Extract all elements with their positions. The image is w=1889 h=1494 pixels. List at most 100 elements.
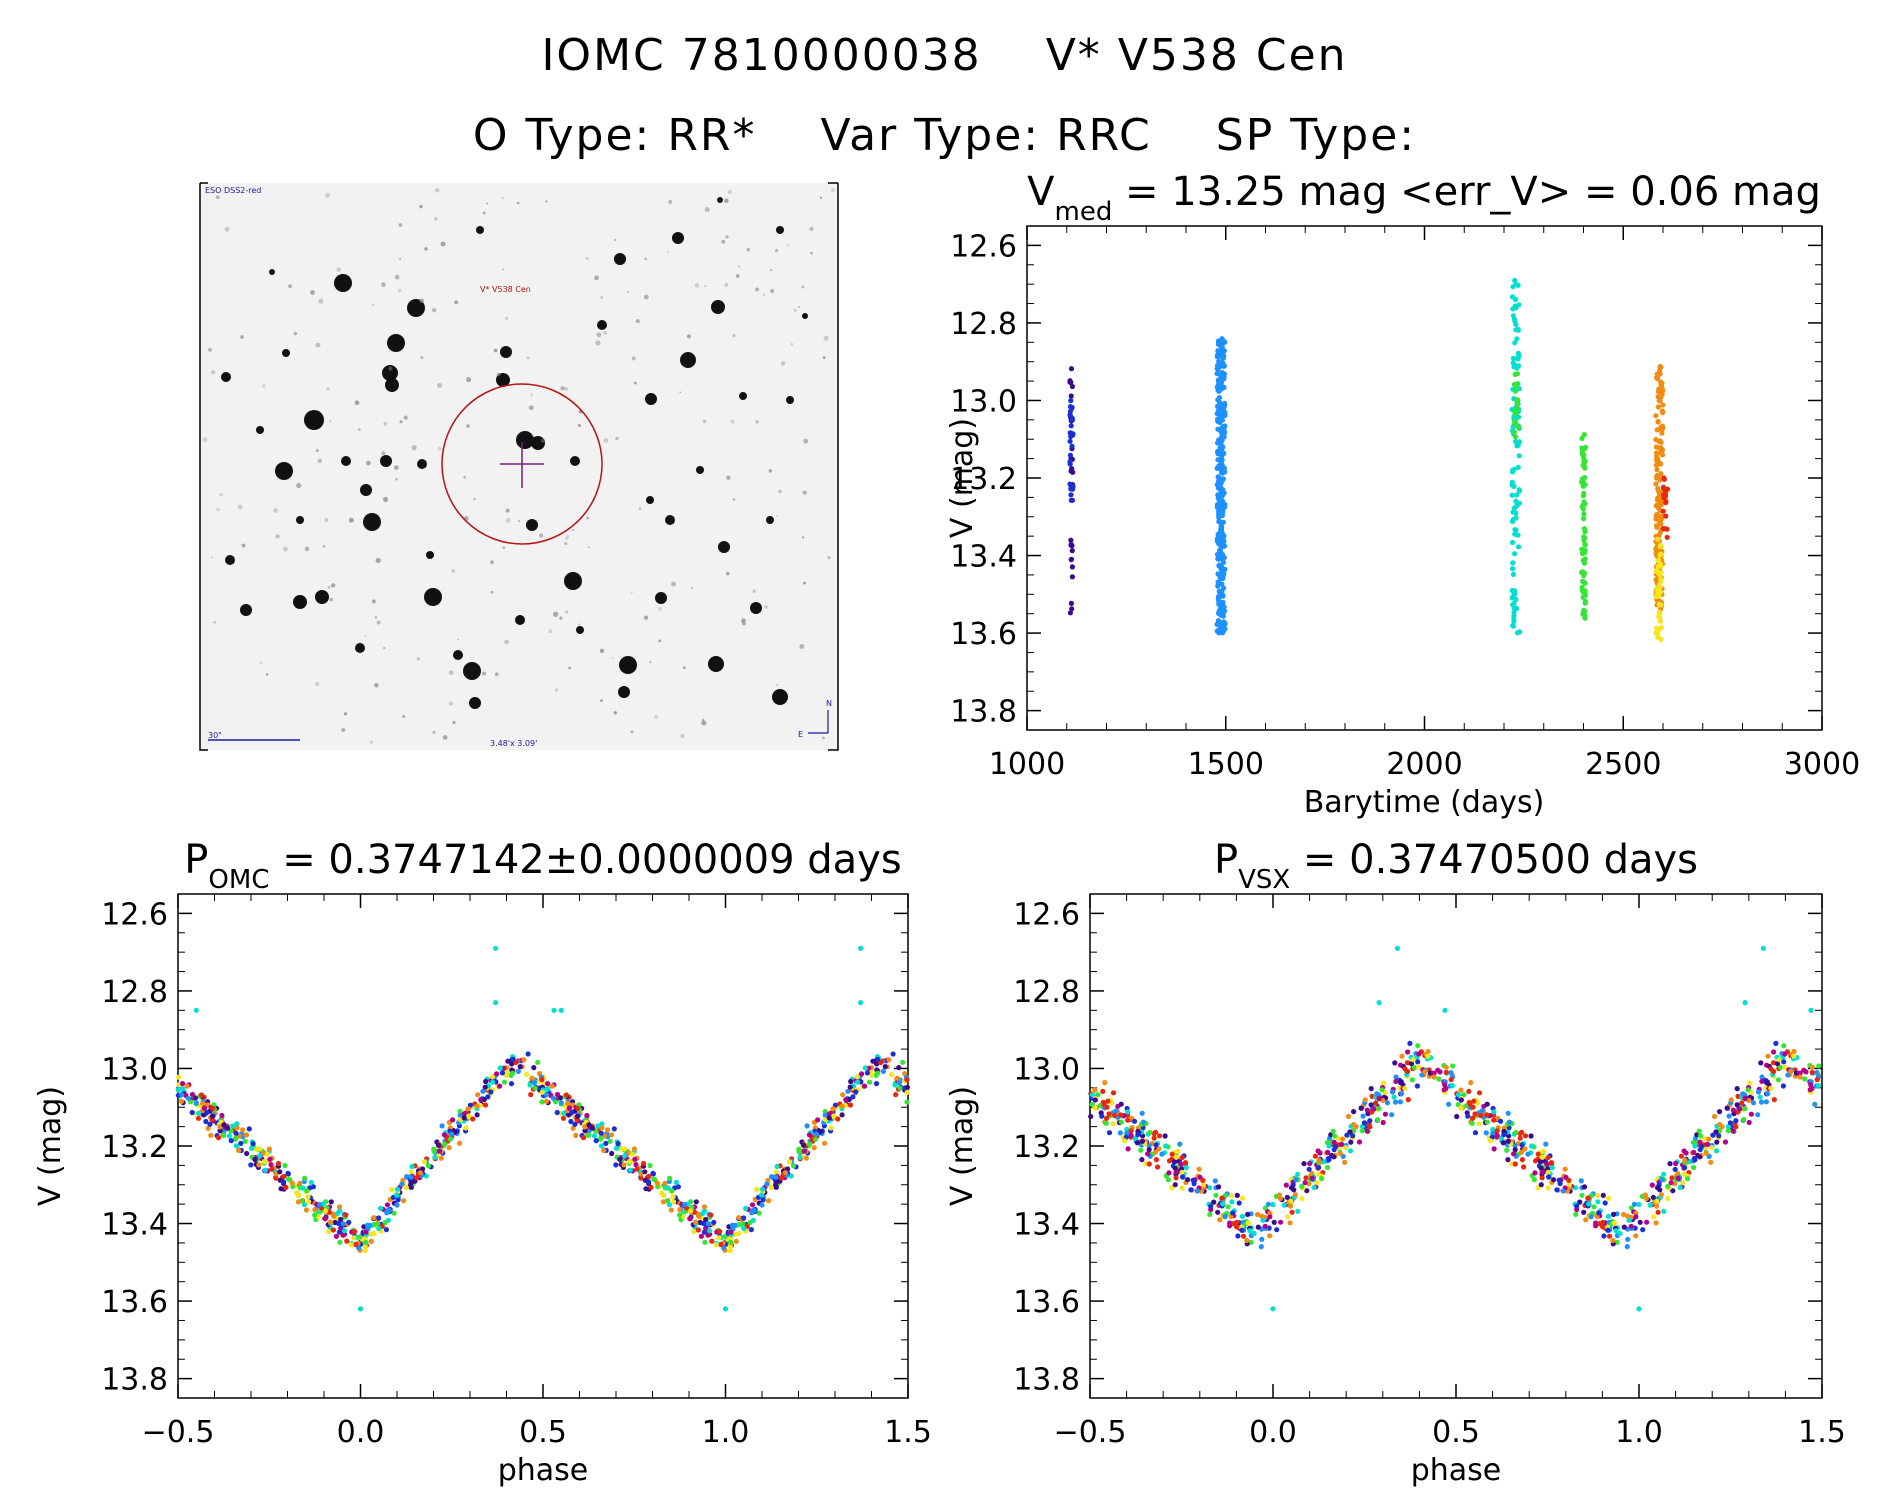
data-point (1519, 1142, 1525, 1148)
data-point (281, 1179, 287, 1185)
data-point (1483, 1130, 1489, 1136)
data-point (904, 1099, 910, 1105)
outlier-point (1760, 945, 1766, 951)
data-point (1219, 372, 1225, 378)
outlier-point (1808, 1007, 1814, 1013)
data-point (1595, 1199, 1601, 1205)
data-point (634, 1166, 640, 1172)
data-point (1601, 1233, 1607, 1239)
data-point (693, 1199, 699, 1205)
data-point (362, 1248, 368, 1254)
data-point (1069, 466, 1075, 472)
faint-star (505, 517, 511, 523)
faint-star (725, 235, 729, 239)
data-point (1278, 1219, 1284, 1225)
data-point (673, 1179, 680, 1185)
data-point (1668, 1180, 1674, 1186)
data-point (1535, 1151, 1541, 1157)
data-point (572, 1121, 578, 1127)
faint-star (336, 267, 341, 272)
data-point (1815, 1083, 1822, 1089)
data-point (1803, 1069, 1809, 1075)
faint-star (211, 556, 213, 559)
faint-star (630, 591, 633, 594)
field-star (469, 697, 481, 709)
data-point (488, 1089, 494, 1095)
data-point (1103, 1120, 1109, 1126)
data-point (1658, 450, 1664, 456)
data-point (1301, 1161, 1307, 1167)
data-point (1132, 1135, 1138, 1141)
data-point (1346, 1113, 1352, 1120)
phase-vsx-title-rest: = 0.37470500 days (1290, 837, 1698, 883)
faint-star (454, 300, 459, 305)
x-tick-label: 2500 (1585, 747, 1661, 782)
data-point (1655, 557, 1661, 563)
faint-star (564, 386, 569, 391)
data-point (687, 1216, 693, 1222)
faint-star (531, 434, 534, 437)
data-point (1218, 403, 1224, 409)
faint-star (545, 200, 548, 203)
faint-star (296, 482, 302, 489)
data-point (1200, 1177, 1206, 1183)
outlier-point (1742, 1000, 1748, 1006)
data-point (1234, 1192, 1240, 1198)
data-point (531, 1080, 538, 1086)
phase-omc-title-rest: = 0.3747142±0.0000009 days (269, 837, 901, 883)
faint-star (371, 599, 376, 604)
data-point (1220, 592, 1226, 598)
data-point (748, 1227, 755, 1233)
data-point (1667, 1161, 1673, 1167)
data-point (1774, 1061, 1781, 1067)
data-point (317, 1202, 323, 1208)
data-point (1362, 1097, 1368, 1103)
data-point (766, 1198, 772, 1204)
data-point (1578, 1178, 1584, 1184)
faint-star (374, 682, 379, 688)
field-star (772, 689, 788, 705)
data-point (269, 1166, 275, 1172)
data-point (1653, 523, 1660, 529)
data-point (193, 1100, 199, 1106)
data-point (1655, 404, 1661, 410)
field-star (463, 662, 481, 680)
faint-star (763, 293, 766, 296)
data-point (1594, 1192, 1601, 1199)
faint-star (381, 451, 386, 456)
faint-star (364, 635, 367, 638)
field-star (576, 626, 584, 634)
x-tick-label: 1.5 (1798, 1415, 1846, 1450)
data-point (1281, 1202, 1287, 1208)
faint-star (466, 424, 470, 428)
data-point (1217, 1217, 1223, 1223)
data-point (509, 1070, 516, 1076)
target-label: V* V538 Cen (480, 285, 531, 294)
data-point (1219, 1195, 1225, 1201)
data-point (357, 1234, 363, 1240)
data-point (1610, 1237, 1616, 1244)
data-point (1145, 1151, 1151, 1157)
data-point (773, 1180, 779, 1186)
data-point (1522, 1133, 1529, 1139)
data-point (646, 1179, 652, 1185)
faint-star (326, 387, 330, 391)
faint-star (432, 730, 436, 734)
field-star (786, 396, 794, 404)
data-point (1118, 1112, 1124, 1118)
data-point (1510, 623, 1516, 629)
data-point (1511, 615, 1517, 622)
faint-star (383, 646, 386, 650)
data-point (613, 1145, 620, 1151)
faint-star (402, 715, 405, 718)
field-star (802, 313, 808, 319)
data-point (539, 1077, 545, 1083)
data-point (1469, 1120, 1475, 1126)
data-point (1218, 494, 1225, 500)
data-point (647, 1162, 653, 1169)
data-point (1262, 1223, 1268, 1229)
data-point (1516, 439, 1522, 445)
data-point (1737, 1106, 1743, 1112)
faint-star (572, 528, 575, 532)
data-point (759, 1186, 766, 1192)
